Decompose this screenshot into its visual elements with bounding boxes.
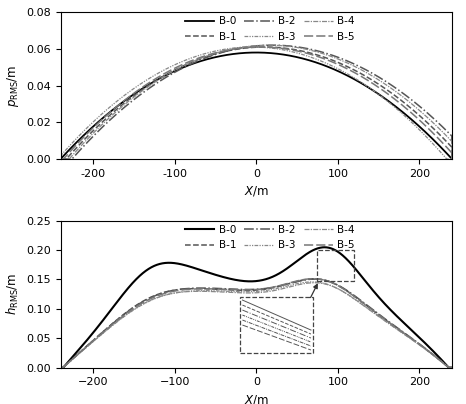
Y-axis label: $p_\mathrm{RMS}$/m: $p_\mathrm{RMS}$/m bbox=[5, 64, 21, 107]
X-axis label: $X$/m: $X$/m bbox=[244, 184, 269, 198]
Legend: B-0, B-1, B-2, B-3, B-4, B-5: B-0, B-1, B-2, B-3, B-4, B-5 bbox=[183, 15, 356, 44]
Bar bbox=[240, 297, 313, 353]
Y-axis label: $h_\mathrm{RMS}$/m: $h_\mathrm{RMS}$/m bbox=[5, 273, 21, 316]
X-axis label: $X$/m: $X$/m bbox=[244, 393, 269, 404]
Bar bbox=[317, 250, 354, 281]
Legend: B-0, B-1, B-2, B-3, B-4, B-5: B-0, B-1, B-2, B-3, B-4, B-5 bbox=[183, 223, 356, 252]
